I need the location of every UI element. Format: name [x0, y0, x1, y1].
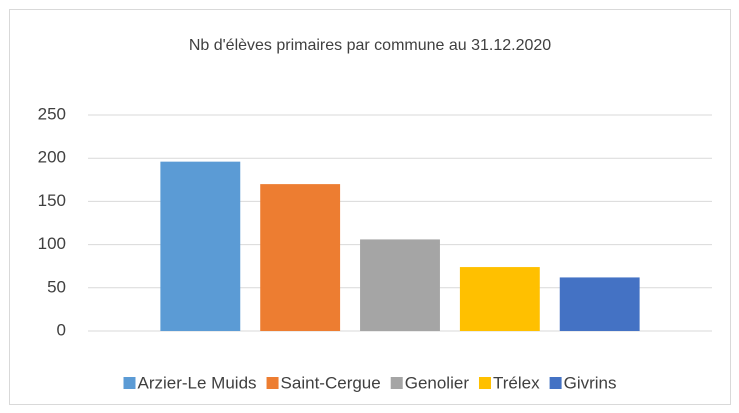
legend-swatch — [549, 377, 562, 389]
bar — [360, 239, 440, 331]
legend-text: Saint-Cergue — [281, 373, 381, 392]
y-tick-label: 0 — [57, 320, 66, 339]
legend-text: Genolier — [405, 373, 470, 392]
legend-text: Arzier-Le Muids — [138, 373, 257, 392]
y-tick-label: 250 — [38, 104, 66, 123]
bar — [559, 277, 640, 331]
legend-swatch — [266, 377, 279, 389]
legend-swatch — [478, 377, 491, 389]
legend-text: Trélex — [493, 373, 540, 392]
bar — [160, 161, 241, 331]
y-tick-label: 200 — [38, 148, 66, 167]
y-tick-label: 50 — [47, 277, 66, 296]
y-tick-label: 150 — [38, 191, 66, 210]
chart-title: Nb d'élèves primaires par commune au 31.… — [189, 37, 551, 54]
legend-swatch — [123, 377, 136, 389]
y-tick-label: 100 — [38, 234, 66, 253]
legend-swatch — [390, 377, 403, 389]
legend-text: Givrins — [564, 373, 617, 392]
chart-border — [9, 9, 731, 405]
bar — [260, 184, 341, 331]
bar — [459, 267, 540, 331]
